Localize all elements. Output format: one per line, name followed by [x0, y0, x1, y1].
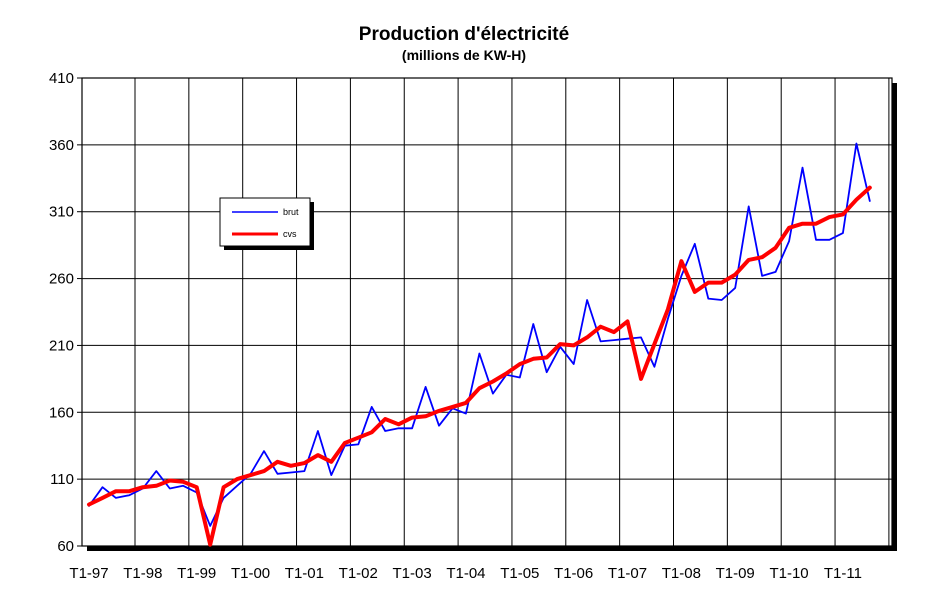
x-tick-label: T1-99 — [177, 565, 216, 582]
series-group — [87, 142, 872, 547]
y-tick-label: 110 — [50, 471, 74, 488]
x-axis-ticks: T1-97 T1-98 T1-99 T1-00 T1-01 T1-02 T1-03 T1-04… — [69, 546, 871, 582]
plot-area-rect — [81, 77, 893, 547]
x-tick-label: T1-07 — [608, 565, 647, 582]
legend-label-cvs: cvs — [283, 229, 297, 239]
y-tick-label: 310 — [49, 204, 74, 221]
x-tick-label: T1-04 — [446, 565, 485, 582]
y-tick-label: 210 — [49, 337, 74, 354]
chart-subtitle: (millions de KW-H) — [402, 47, 526, 63]
y-tick-label: 160 — [49, 404, 74, 421]
x-tick-label: T1-03 — [393, 565, 432, 582]
y-axis-ticks: 60 110 160 210 260 310 360 410 — [49, 70, 82, 555]
x-tick-label: T1-11 — [824, 565, 862, 582]
x-tick-label: T1-00 — [231, 565, 270, 582]
legend-label-brut: brut — [283, 207, 299, 217]
series-line-cvs — [87, 185, 872, 547]
x-tick-label: T1-97 — [69, 565, 108, 582]
y-tick-label: 360 — [49, 137, 74, 154]
y-tick-label: 260 — [49, 271, 74, 288]
x-tick-label: T1-10 — [769, 565, 808, 582]
x-tick-label: T1-06 — [554, 565, 593, 582]
x-tick-label: T1-09 — [716, 565, 755, 582]
chart-title: Production d'électricité — [359, 24, 569, 45]
y-tick-label: 60 — [57, 538, 74, 555]
x-tick-label: T1-02 — [339, 565, 378, 582]
grid-lines — [82, 77, 892, 547]
legend: brut cvs — [219, 197, 314, 250]
y-tick-label: 410 — [49, 70, 74, 87]
legend-box — [219, 197, 311, 247]
x-tick-label: T1-05 — [500, 565, 539, 582]
plot-area — [81, 77, 893, 547]
x-tick-label: T1-08 — [662, 565, 701, 582]
x-tick-label: T1-98 — [123, 565, 162, 582]
x-tick-label: T1-01 — [285, 565, 324, 582]
